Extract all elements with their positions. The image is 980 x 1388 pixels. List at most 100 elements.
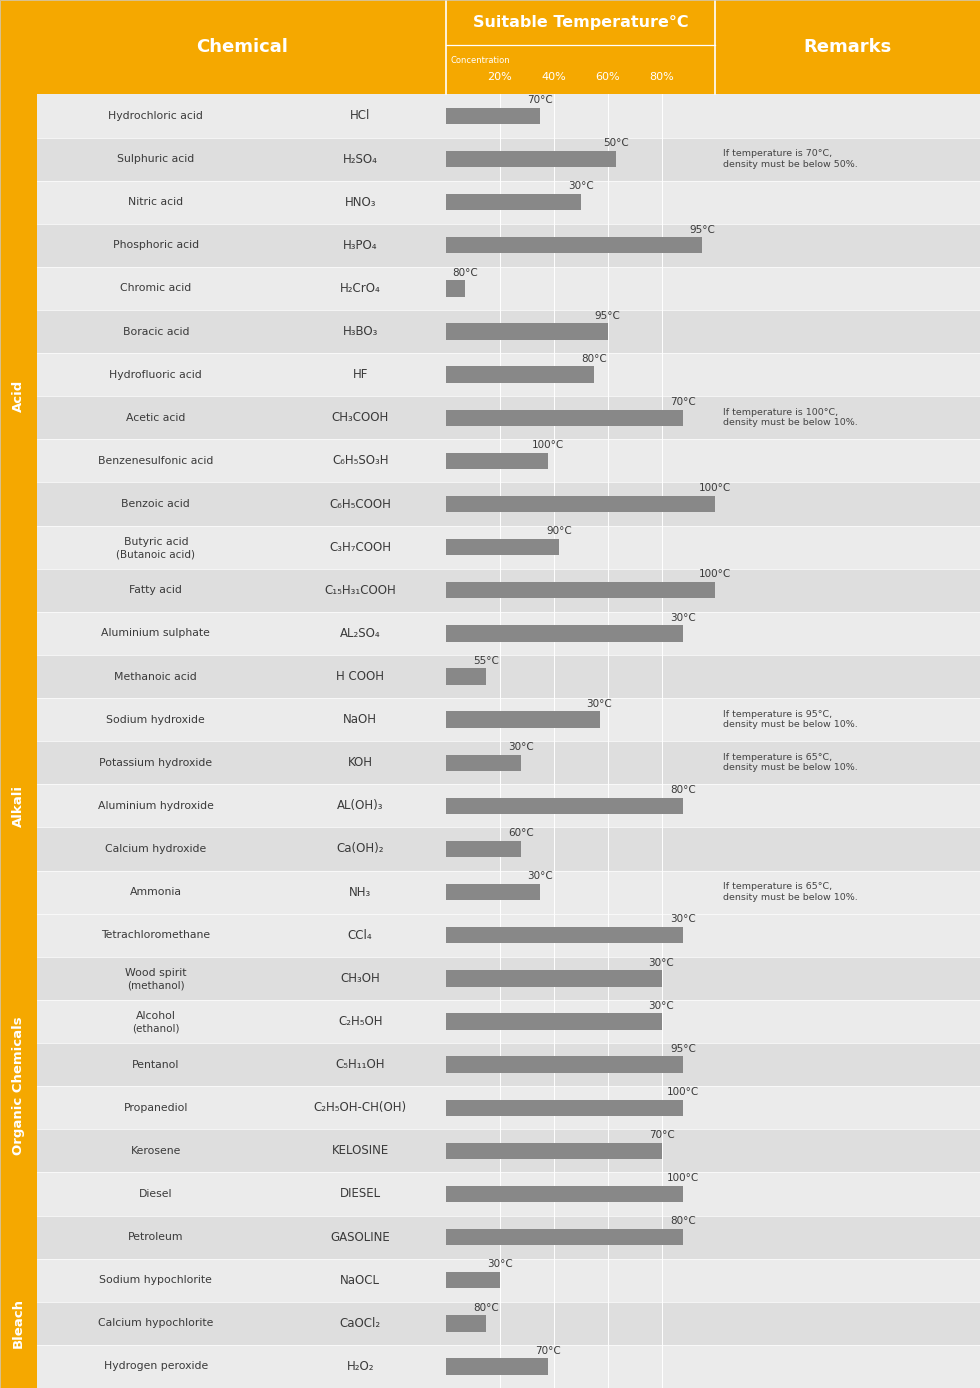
Bar <box>37 1130 980 1173</box>
Text: Benzenesulfonic acid: Benzenesulfonic acid <box>98 455 214 466</box>
Text: 80°C: 80°C <box>473 1302 499 1313</box>
Text: Hydrofluoric acid: Hydrofluoric acid <box>110 369 202 380</box>
Text: GASOLINE: GASOLINE <box>330 1231 390 1244</box>
Bar <box>37 913 980 956</box>
Bar <box>446 841 521 858</box>
Text: KOH: KOH <box>348 756 372 769</box>
Bar <box>37 827 980 870</box>
Bar <box>446 323 608 340</box>
Bar <box>37 1302 980 1345</box>
Text: 100°C: 100°C <box>532 440 564 450</box>
Text: 100°C: 100°C <box>667 1087 699 1097</box>
Text: C₂H₅OH: C₂H₅OH <box>338 1015 382 1029</box>
Bar <box>37 1216 980 1259</box>
Text: 70°C: 70°C <box>527 96 553 105</box>
Bar <box>37 1259 980 1302</box>
Text: Methanoic acid: Methanoic acid <box>115 672 197 682</box>
Bar <box>37 741 980 784</box>
Text: Suitable Temperature°C: Suitable Temperature°C <box>472 15 689 31</box>
Text: Chromic acid: Chromic acid <box>121 283 191 293</box>
Bar <box>0 1259 37 1388</box>
Text: C₃H₇COOH: C₃H₇COOH <box>329 541 391 554</box>
Text: 95°C: 95°C <box>670 1044 696 1053</box>
Text: H COOH: H COOH <box>336 670 384 683</box>
Text: 90°C: 90°C <box>546 526 572 536</box>
Text: Alcohol: Alcohol <box>136 1010 175 1020</box>
Text: 30°C: 30°C <box>487 1259 513 1270</box>
Text: Alkali: Alkali <box>12 784 25 827</box>
Text: HNO₃: HNO₃ <box>344 196 376 208</box>
Text: 80%: 80% <box>649 72 674 82</box>
Text: (ethanol): (ethanol) <box>132 1024 179 1034</box>
Text: 70°C: 70°C <box>670 397 696 407</box>
Bar <box>37 569 980 612</box>
Bar <box>0 0 980 94</box>
Text: Diesel: Diesel <box>139 1190 172 1199</box>
Bar <box>446 194 580 211</box>
Text: NaOCL: NaOCL <box>340 1274 380 1287</box>
Text: 95°C: 95°C <box>689 225 714 235</box>
Bar <box>37 956 980 999</box>
Bar <box>37 1087 980 1130</box>
Bar <box>446 496 715 512</box>
Text: Pentanol: Pentanol <box>132 1059 179 1070</box>
Bar <box>446 280 465 297</box>
Text: 30°C: 30°C <box>649 1001 674 1010</box>
Text: HF: HF <box>353 368 368 382</box>
Text: 100°C: 100°C <box>700 483 731 493</box>
Text: Wood spirit: Wood spirit <box>125 967 186 977</box>
Text: Calcium hydroxide: Calcium hydroxide <box>105 844 207 854</box>
Text: Potassium hydroxide: Potassium hydroxide <box>99 758 213 768</box>
Text: 70°C: 70°C <box>649 1130 674 1140</box>
Text: Butyric acid: Butyric acid <box>123 537 188 547</box>
Text: H₂CrO₄: H₂CrO₄ <box>340 282 380 294</box>
Bar <box>446 755 521 770</box>
Bar <box>446 1314 486 1331</box>
Bar <box>446 625 683 641</box>
Text: Acid: Acid <box>12 380 25 412</box>
Text: 20%: 20% <box>487 72 513 82</box>
Bar <box>37 870 980 913</box>
Text: KELOSINE: KELOSINE <box>331 1144 389 1158</box>
Text: C₅H₁₁OH: C₅H₁₁OH <box>335 1058 385 1072</box>
Text: 50°C: 50°C <box>603 139 628 149</box>
Bar <box>446 1359 549 1374</box>
Bar <box>37 310 980 353</box>
Bar <box>446 108 540 124</box>
Text: Chemical: Chemical <box>196 39 287 56</box>
Text: NH₃: NH₃ <box>349 886 371 898</box>
Text: Aluminium hydroxide: Aluminium hydroxide <box>98 801 214 811</box>
Text: (methanol): (methanol) <box>127 981 184 991</box>
Text: (Butanoic acid): (Butanoic acid) <box>117 550 195 559</box>
Text: CCl₄: CCl₄ <box>348 929 372 941</box>
Text: 30°C: 30°C <box>509 743 534 752</box>
Bar <box>446 884 540 901</box>
Bar <box>446 366 594 383</box>
Text: Ammonia: Ammonia <box>129 887 182 897</box>
Text: Acetic acid: Acetic acid <box>126 412 185 423</box>
Bar <box>446 1056 683 1073</box>
Bar <box>446 237 702 254</box>
Text: CH₃COOH: CH₃COOH <box>331 411 389 425</box>
Text: 80°C: 80°C <box>452 268 477 278</box>
Bar <box>446 668 486 684</box>
Text: Sodium hydroxide: Sodium hydroxide <box>107 715 205 725</box>
Text: AL(OH)₃: AL(OH)₃ <box>337 799 383 812</box>
Bar <box>446 409 683 426</box>
Bar <box>446 539 560 555</box>
Bar <box>446 452 549 469</box>
Text: 100°C: 100°C <box>667 1173 699 1183</box>
Text: 60°C: 60°C <box>509 829 534 838</box>
Bar <box>446 1228 683 1245</box>
Text: Calcium hypochlorite: Calcium hypochlorite <box>98 1319 214 1328</box>
Text: Ca(OH)₂: Ca(OH)₂ <box>336 843 384 855</box>
Text: H₃BO₃: H₃BO₃ <box>342 325 378 339</box>
Text: Remarks: Remarks <box>804 39 892 56</box>
Text: Nitric acid: Nitric acid <box>128 197 183 207</box>
Bar <box>37 483 980 526</box>
Text: 80°C: 80°C <box>670 1216 696 1227</box>
Bar <box>37 440 980 483</box>
Text: If temperature is 65°C,
density must be below 10%.: If temperature is 65°C, density must be … <box>723 754 858 773</box>
Text: 30°C: 30°C <box>670 612 696 623</box>
Text: 70°C: 70°C <box>535 1345 562 1356</box>
